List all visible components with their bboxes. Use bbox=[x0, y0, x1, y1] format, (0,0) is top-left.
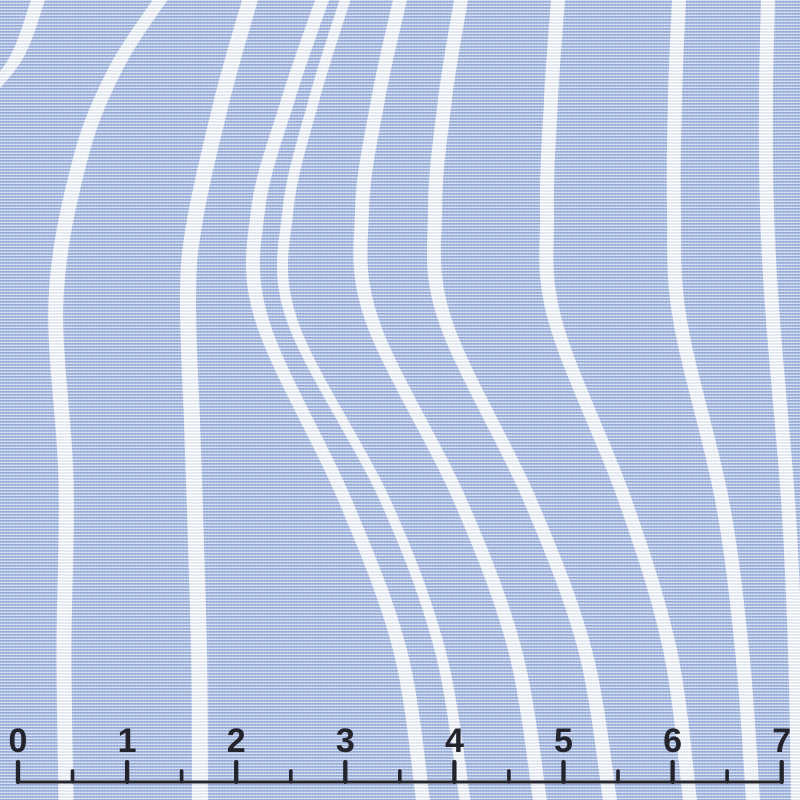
svg-text:3: 3 bbox=[336, 722, 355, 760]
svg-text:7: 7 bbox=[772, 722, 791, 760]
svg-text:2: 2 bbox=[227, 722, 246, 760]
svg-text:5: 5 bbox=[554, 722, 573, 760]
svg-text:4: 4 bbox=[445, 722, 464, 760]
svg-text:0: 0 bbox=[9, 722, 28, 760]
svg-text:6: 6 bbox=[663, 722, 682, 760]
svg-text:1: 1 bbox=[118, 722, 137, 760]
